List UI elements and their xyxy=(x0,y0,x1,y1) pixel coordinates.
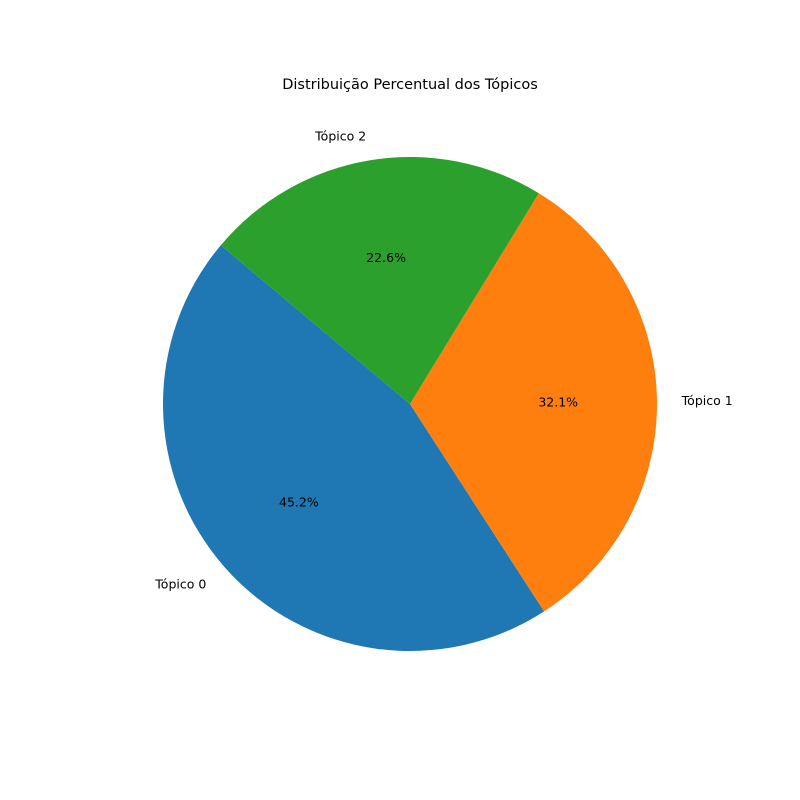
slice-percent-2: 22.6% xyxy=(366,250,406,265)
slice-label-2: Tópico 2 xyxy=(314,128,366,143)
pie-slice-0 xyxy=(162,245,545,652)
pie-slice-1 xyxy=(410,193,658,612)
pie-slices xyxy=(162,157,658,652)
slice-percent-1: 32.1% xyxy=(538,395,578,410)
chart-title: Distribuição Percentual dos Tópicos xyxy=(282,77,538,93)
slice-label-0: Tópico 0 xyxy=(154,576,206,591)
pie-slice-2 xyxy=(220,157,539,404)
slice-label-1: Tópico 1 xyxy=(681,393,733,408)
slice-percent-0: 45.2% xyxy=(279,495,319,510)
pie-labels: Tópico 0 45.2% Tópico 1 32.1% Tópico 2 22.6% xyxy=(154,128,732,591)
